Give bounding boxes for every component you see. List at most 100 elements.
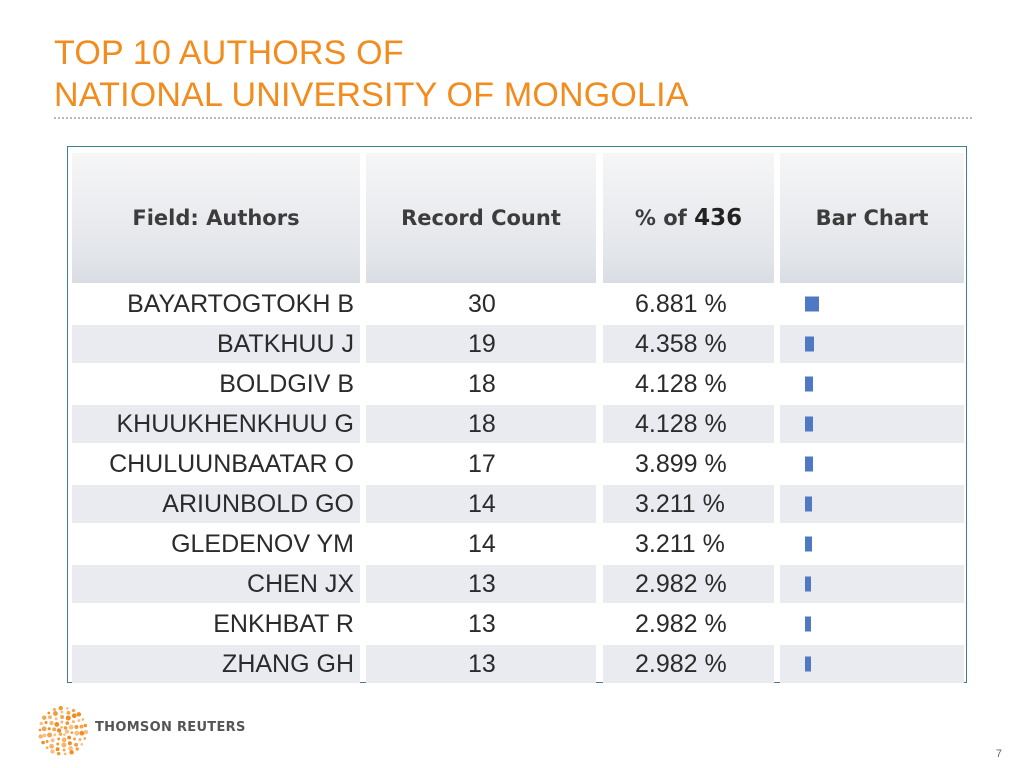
- record-count-cell: 30: [468, 289, 496, 318]
- logo-dot: [53, 711, 58, 716]
- logo-dot: [69, 750, 74, 755]
- slide-title: TOP 10 AUTHORS OF NATIONAL UNIVERSITY OF…: [54, 32, 689, 116]
- logo-dot: [60, 725, 63, 729]
- author-cell: BATKHUU J: [72, 325, 360, 363]
- table-row[interactable]: CHULUUNBAATAR O 17 3.899 %: [68, 445, 968, 483]
- header-bar-chart[interactable]: Bar Chart: [780, 153, 964, 283]
- logo-dot: [74, 742, 78, 747]
- authors-table: Field: Authors Record Count % of 436 Bar…: [67, 146, 967, 683]
- share-bar: [805, 296, 819, 312]
- share-bar: [805, 576, 811, 592]
- logo-dot: [52, 707, 57, 712]
- header-field-authors[interactable]: Field: Authors: [72, 153, 360, 283]
- author-cell: KHUUKHENKHUU G: [72, 405, 360, 443]
- logo-dot: [62, 748, 66, 752]
- logo-dot: [50, 738, 55, 743]
- table-row[interactable]: CHEN JX 13 2.982 %: [68, 565, 968, 603]
- logo-dot: [68, 724, 74, 730]
- record-count-cell: 17: [468, 449, 496, 478]
- logo-dot: [81, 718, 85, 721]
- table-row[interactable]: ARIUNBOLD GO 14 3.211 %: [68, 485, 968, 523]
- title-divider: [54, 117, 972, 119]
- logo-dot: [54, 717, 58, 721]
- logo-dot: [52, 727, 57, 732]
- logo-dot: [65, 715, 71, 721]
- bar-chart-cell: [780, 485, 964, 523]
- logo-dot: [53, 733, 57, 737]
- logo-dot: [41, 726, 47, 732]
- logo-dot: [63, 733, 66, 737]
- table-row[interactable]: ZHANG GH 13 2.982 %: [68, 645, 968, 683]
- logo-dot: [77, 719, 81, 722]
- table-row[interactable]: BATKHUU J 19 4.358 %: [68, 325, 968, 363]
- percent-cell: 2.982 %: [603, 645, 774, 683]
- logo-dot: [74, 730, 80, 736]
- logo-dot: [71, 708, 76, 713]
- percent-cell: 4.128 %: [603, 405, 774, 443]
- logo-dot: [56, 728, 62, 733]
- share-bar: [805, 616, 811, 632]
- logo-dot: [60, 720, 64, 724]
- logo-dot: [68, 746, 73, 751]
- record-count-cell: 13: [366, 645, 596, 683]
- table-row[interactable]: BAYARTOGTOKH B 30 6.881 %: [68, 285, 968, 323]
- logo-dot: [49, 720, 54, 725]
- logo-dot: [41, 740, 45, 745]
- percent-cell: 4.358 %: [603, 325, 774, 363]
- header-percent[interactable]: % of 436: [603, 153, 774, 283]
- logo-dot: [61, 737, 67, 743]
- logo-dot: [72, 737, 76, 741]
- logo-dot: [71, 713, 77, 719]
- table-row[interactable]: KHUUKHENKHUU G 18 4.128 %: [68, 405, 968, 443]
- bar-chart-cell: [780, 285, 964, 323]
- header-record-count[interactable]: Record Count: [366, 153, 596, 283]
- table-row[interactable]: GLEDENOV YM 14 3.211 %: [68, 525, 968, 563]
- author-cell: BOLDGIV B: [219, 369, 354, 398]
- logo-dot: [58, 706, 63, 711]
- logo-dot: [50, 749, 55, 754]
- logo-dot: [47, 727, 51, 731]
- logo-dot: [83, 737, 87, 740]
- logo-dot: [61, 742, 67, 748]
- author-cell: BAYARTOGTOKH B: [127, 289, 354, 318]
- slide-title-line-1: TOP 10 AUTHORS OF: [54, 34, 404, 72]
- share-bar: [805, 536, 812, 552]
- logo-dot: [78, 738, 82, 741]
- header-count-label: Record Count: [401, 206, 561, 230]
- share-bar: [805, 656, 811, 672]
- share-bar: [805, 376, 813, 392]
- logo-dot: [83, 723, 88, 728]
- table-row[interactable]: ENKHBAT R 13 2.982 %: [68, 605, 968, 643]
- logo-dot: [49, 743, 55, 749]
- bar-chart-cell: [780, 565, 964, 603]
- bar-chart-cell: [780, 445, 964, 483]
- logo-dot: [55, 747, 60, 752]
- bar-chart-cell: [780, 525, 964, 563]
- record-count-cell: 14: [366, 485, 596, 523]
- logo-dot: [79, 730, 85, 736]
- bar-chart-cell: [780, 645, 964, 683]
- logo-dot: [47, 732, 53, 738]
- logo-dot: [66, 710, 71, 715]
- share-bar: [805, 496, 812, 512]
- logo-dot: [57, 737, 61, 741]
- share-bar: [805, 416, 813, 432]
- header-field-label: Field: Authors: [132, 206, 300, 230]
- percent-cell: 6.881 %: [635, 289, 727, 318]
- logo-dot: [71, 720, 75, 724]
- logo-dot: [74, 725, 79, 730]
- author-cell: ENKHBAT R: [213, 609, 354, 638]
- logo-dot: [63, 752, 67, 756]
- table-row[interactable]: BOLDGIV B 18 4.128 %: [68, 365, 968, 403]
- share-bar: [805, 456, 813, 472]
- record-count-cell: 18: [366, 405, 596, 443]
- percent-cell: 2.982 %: [635, 609, 727, 638]
- logo-dot: [58, 732, 63, 736]
- logo-dot: [56, 751, 61, 756]
- logo-dot: [67, 741, 72, 746]
- logo-dot: [65, 707, 69, 710]
- record-count-cell: 18: [468, 369, 496, 398]
- logo-dot: [47, 711, 51, 715]
- author-cell: CHULUUNBAATAR O: [109, 449, 354, 478]
- logo-dot: [45, 740, 49, 743]
